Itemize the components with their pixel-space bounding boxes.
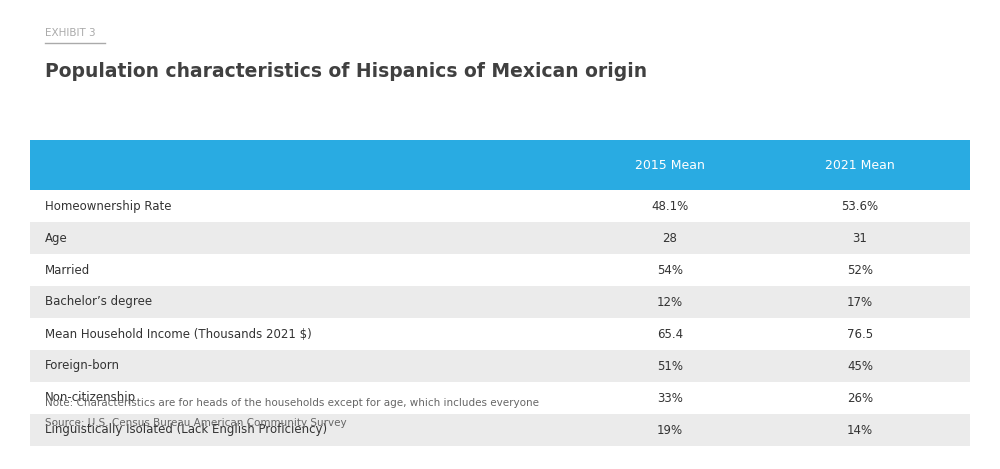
Text: 12%: 12% — [657, 295, 683, 309]
Text: 54%: 54% — [657, 264, 683, 277]
Text: Age: Age — [45, 232, 68, 244]
Text: 26%: 26% — [847, 392, 873, 404]
Text: 48.1%: 48.1% — [651, 199, 689, 212]
Text: 65.4: 65.4 — [657, 327, 683, 340]
Text: Population characteristics of Hispanics of Mexican origin: Population characteristics of Hispanics … — [45, 62, 647, 81]
Text: Source: U.S. Census Bureau American Community Survey: Source: U.S. Census Bureau American Comm… — [45, 418, 347, 428]
Text: 2015 Mean: 2015 Mean — [635, 159, 705, 172]
Text: 14%: 14% — [847, 424, 873, 437]
Text: Mean Household Income (Thousands 2021 $): Mean Household Income (Thousands 2021 $) — [45, 327, 312, 340]
Bar — [30, 140, 970, 190]
Text: 53.6%: 53.6% — [841, 199, 879, 212]
Text: EXHIBIT 3: EXHIBIT 3 — [45, 28, 96, 38]
Text: Non-citizenship: Non-citizenship — [45, 392, 136, 404]
Text: Foreign-born: Foreign-born — [45, 360, 120, 372]
Text: 19%: 19% — [657, 424, 683, 437]
Text: Homeownership Rate: Homeownership Rate — [45, 199, 172, 212]
Bar — [30, 350, 970, 382]
Text: 33%: 33% — [657, 392, 683, 404]
Text: 28: 28 — [663, 232, 677, 244]
Bar — [30, 414, 970, 446]
Bar — [30, 190, 970, 222]
Text: 17%: 17% — [847, 295, 873, 309]
Text: 45%: 45% — [847, 360, 873, 372]
Bar — [30, 254, 970, 286]
Text: 51%: 51% — [657, 360, 683, 372]
Bar — [30, 318, 970, 350]
Text: Married: Married — [45, 264, 90, 277]
Bar — [30, 286, 970, 318]
Text: 31: 31 — [853, 232, 867, 244]
Text: 2021 Mean: 2021 Mean — [825, 159, 895, 172]
Text: Bachelor’s degree: Bachelor’s degree — [45, 295, 152, 309]
Text: 76.5: 76.5 — [847, 327, 873, 340]
Text: Linguistically Isolated (Lack English Proficiency): Linguistically Isolated (Lack English Pr… — [45, 424, 327, 437]
Text: Note: Characteristics are for heads of the households except for age, which incl: Note: Characteristics are for heads of t… — [45, 398, 539, 408]
Text: 52%: 52% — [847, 264, 873, 277]
Bar — [30, 382, 970, 414]
Bar — [30, 222, 970, 254]
